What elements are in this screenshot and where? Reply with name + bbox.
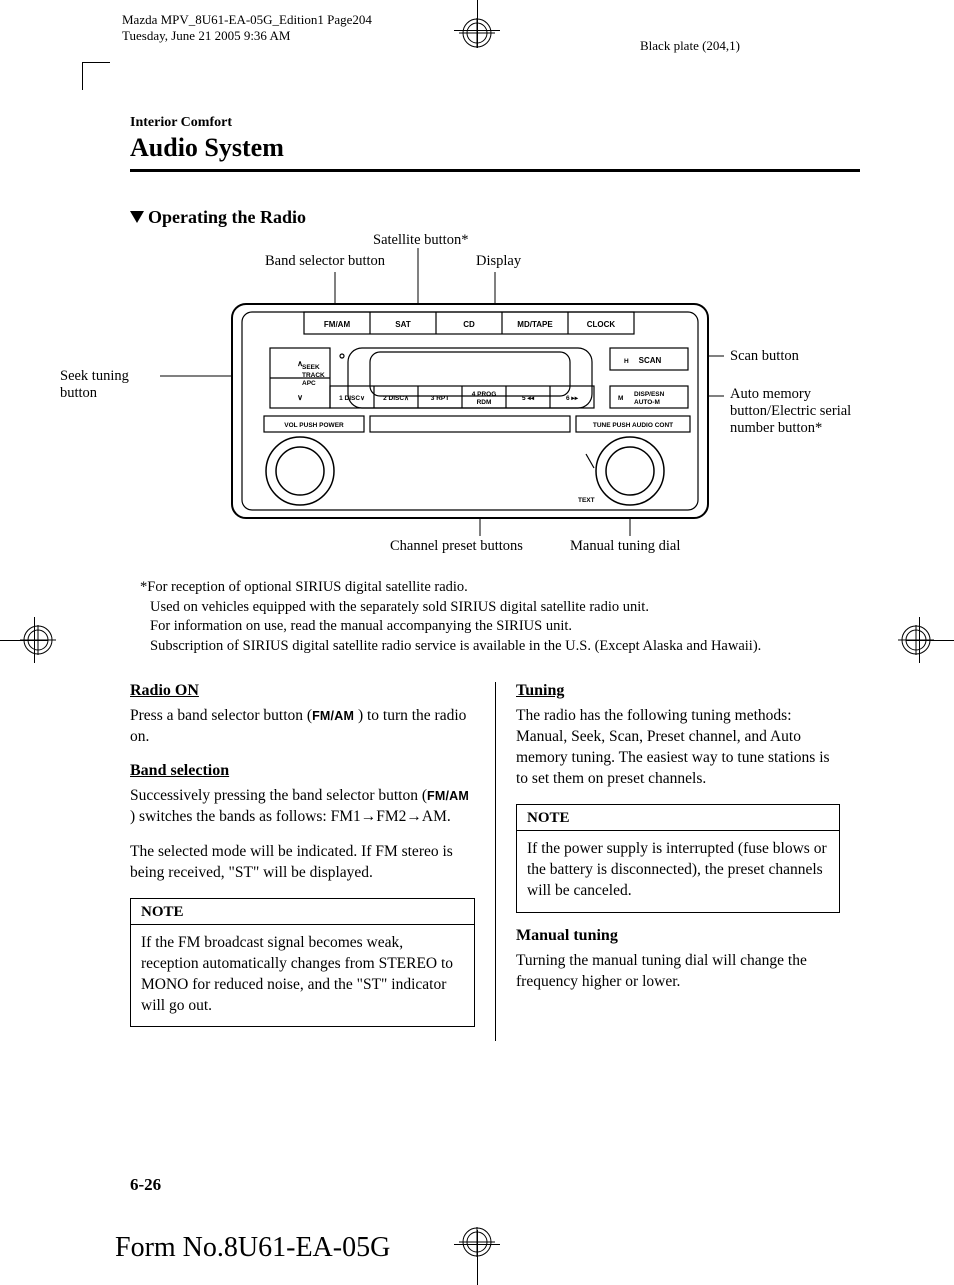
- radio-on-heading: Radio ON: [130, 682, 475, 700]
- svg-text:4 PROG: 4 PROG: [472, 391, 497, 398]
- radio-diagram: Band selector button Satellite button* D…: [130, 246, 860, 566]
- sirius-line: *For reception of optional SIRIUS digita…: [140, 578, 860, 598]
- svg-text:APC: APC: [302, 380, 316, 387]
- sirius-line: For information on use, read the manual …: [140, 617, 860, 637]
- svg-text:5 ◂◂: 5 ◂◂: [522, 395, 535, 402]
- sirius-footnote: *For reception of optional SIRIUS digita…: [140, 578, 860, 656]
- fp-btn-clk: CLOCK: [587, 320, 616, 329]
- svg-text:∨: ∨: [297, 393, 303, 402]
- print-header-right: Black plate (204,1): [640, 38, 740, 54]
- sirius-line: Used on vehicles equipped with the separ…: [140, 598, 860, 618]
- tuning-text: The radio has the following tuning metho…: [516, 706, 840, 790]
- section-super: Interior Comfort: [130, 115, 860, 131]
- two-column-body: Radio ON Press a band selector button (F…: [130, 682, 860, 1041]
- fp-btn-cd: CD: [463, 320, 475, 329]
- note-box: NOTE If the FM broadcast signal becomes …: [130, 898, 475, 1028]
- print-header-left: Mazda MPV_8U61-EA-05G_Edition1 Page204 T…: [122, 12, 372, 45]
- note-title: NOTE: [131, 899, 474, 925]
- section-rule: [130, 169, 860, 172]
- band-selection-heading: Band selection: [130, 762, 475, 780]
- right-column: Tuning The radio has the following tunin…: [495, 682, 840, 1041]
- svg-text:SCAN: SCAN: [639, 356, 662, 365]
- page-content: Interior Comfort Audio System Operating …: [130, 115, 860, 1041]
- fp-btn-fmam: FM/AM: [324, 320, 351, 329]
- band-selection-text-2: The selected mode will be indicated. If …: [130, 842, 475, 884]
- subheading: Operating the Radio: [130, 207, 860, 228]
- doc-id: Mazda MPV_8U61-EA-05G_Edition1 Page204: [122, 12, 372, 28]
- triangle-down-icon: [130, 211, 144, 223]
- registration-mark: [898, 625, 934, 655]
- registration-mark: [459, 18, 495, 48]
- form-number: Form No.8U61-EA-05G: [115, 1232, 390, 1264]
- radio-on-text: Press a band selector button (FM/AM ) to…: [130, 706, 475, 748]
- fmam-inline-button: FM/AM: [427, 789, 469, 803]
- svg-text:M: M: [618, 395, 623, 402]
- fmam-inline-button: FM/AM: [312, 709, 354, 723]
- svg-text:DISP/ESN: DISP/ESN: [634, 391, 665, 398]
- sirius-line: Subscription of SIRIUS digital satellite…: [140, 637, 860, 657]
- svg-text:H: H: [624, 358, 629, 365]
- fp-btn-sat: SAT: [395, 320, 411, 329]
- manual-tuning-text: Turning the manual tuning dial will chan…: [516, 951, 840, 993]
- svg-text:TRACK: TRACK: [302, 372, 325, 379]
- doc-timestamp: Tuesday, June 21 2005 9:36 AM: [122, 28, 372, 44]
- svg-text:AUTO-M: AUTO-M: [634, 399, 660, 406]
- page-number: 6-26: [130, 1175, 161, 1195]
- crop-mark: [82, 62, 110, 63]
- note-box: NOTE If the power supply is interrupted …: [516, 804, 840, 913]
- band-selection-text: Successively pressing the band selector …: [130, 786, 475, 828]
- svg-text:2 DISC∧: 2 DISC∧: [383, 395, 409, 402]
- registration-mark: [20, 625, 56, 655]
- crop-mark: [82, 62, 83, 90]
- tuning-heading: Tuning: [516, 682, 840, 700]
- note-body: If the FM broadcast signal becomes weak,…: [131, 925, 474, 1027]
- registration-mark: [459, 1227, 495, 1257]
- svg-text:6 ▸▸: 6 ▸▸: [566, 395, 579, 402]
- note-title: NOTE: [517, 805, 839, 831]
- svg-text:1 DISC∨: 1 DISC∨: [339, 395, 365, 402]
- manual-tuning-heading: Manual tuning: [516, 927, 840, 945]
- svg-text:TEXT: TEXT: [578, 497, 595, 504]
- svg-text:VOL PUSH POWER: VOL PUSH POWER: [284, 422, 344, 429]
- svg-text:RDM: RDM: [477, 399, 492, 406]
- svg-text:3 RPT: 3 RPT: [431, 395, 449, 402]
- section-title: Audio System: [130, 133, 860, 163]
- note-body: If the power supply is interrupted (fuse…: [517, 831, 839, 912]
- radio-faceplate: FM/AM SAT CD MD/TAPE CLOCK ∧ ∨ SEEK TRAC…: [230, 296, 710, 526]
- svg-text:SEEK: SEEK: [302, 364, 320, 371]
- subheading-text: Operating the Radio: [148, 207, 306, 227]
- svg-text:TUNE PUSH AUDIO CONT: TUNE PUSH AUDIO CONT: [593, 422, 673, 429]
- fp-btn-md: MD/TAPE: [517, 320, 553, 329]
- left-column: Radio ON Press a band selector button (F…: [130, 682, 475, 1041]
